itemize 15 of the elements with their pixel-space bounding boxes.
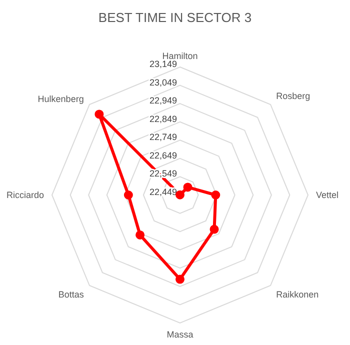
spoke-label: Raikkonen — [276, 290, 319, 300]
y-tick-label: 23,049 — [149, 77, 177, 88]
y-tick-label: 22,749 — [149, 132, 177, 142]
y-tick-label: 22,649 — [149, 150, 177, 160]
spoke-label: Hulkenberg — [38, 94, 84, 104]
spoke-label: Ricciardo — [6, 190, 44, 200]
spoke-label: Bottas — [58, 290, 84, 300]
y-tick-label: 22,949 — [149, 96, 177, 106]
spoke-label: Massa — [166, 329, 194, 340]
y-tick-label: 22,849 — [149, 114, 177, 124]
spoke-label: Vettel — [316, 190, 339, 200]
chart-title: BEST TIME IN SECTOR 3 — [97, 9, 253, 27]
spoke-label: Rosberg — [276, 90, 310, 101]
y-tick-label: 23,149 — [149, 59, 177, 69]
spoke-label: Hamilton — [162, 51, 198, 61]
